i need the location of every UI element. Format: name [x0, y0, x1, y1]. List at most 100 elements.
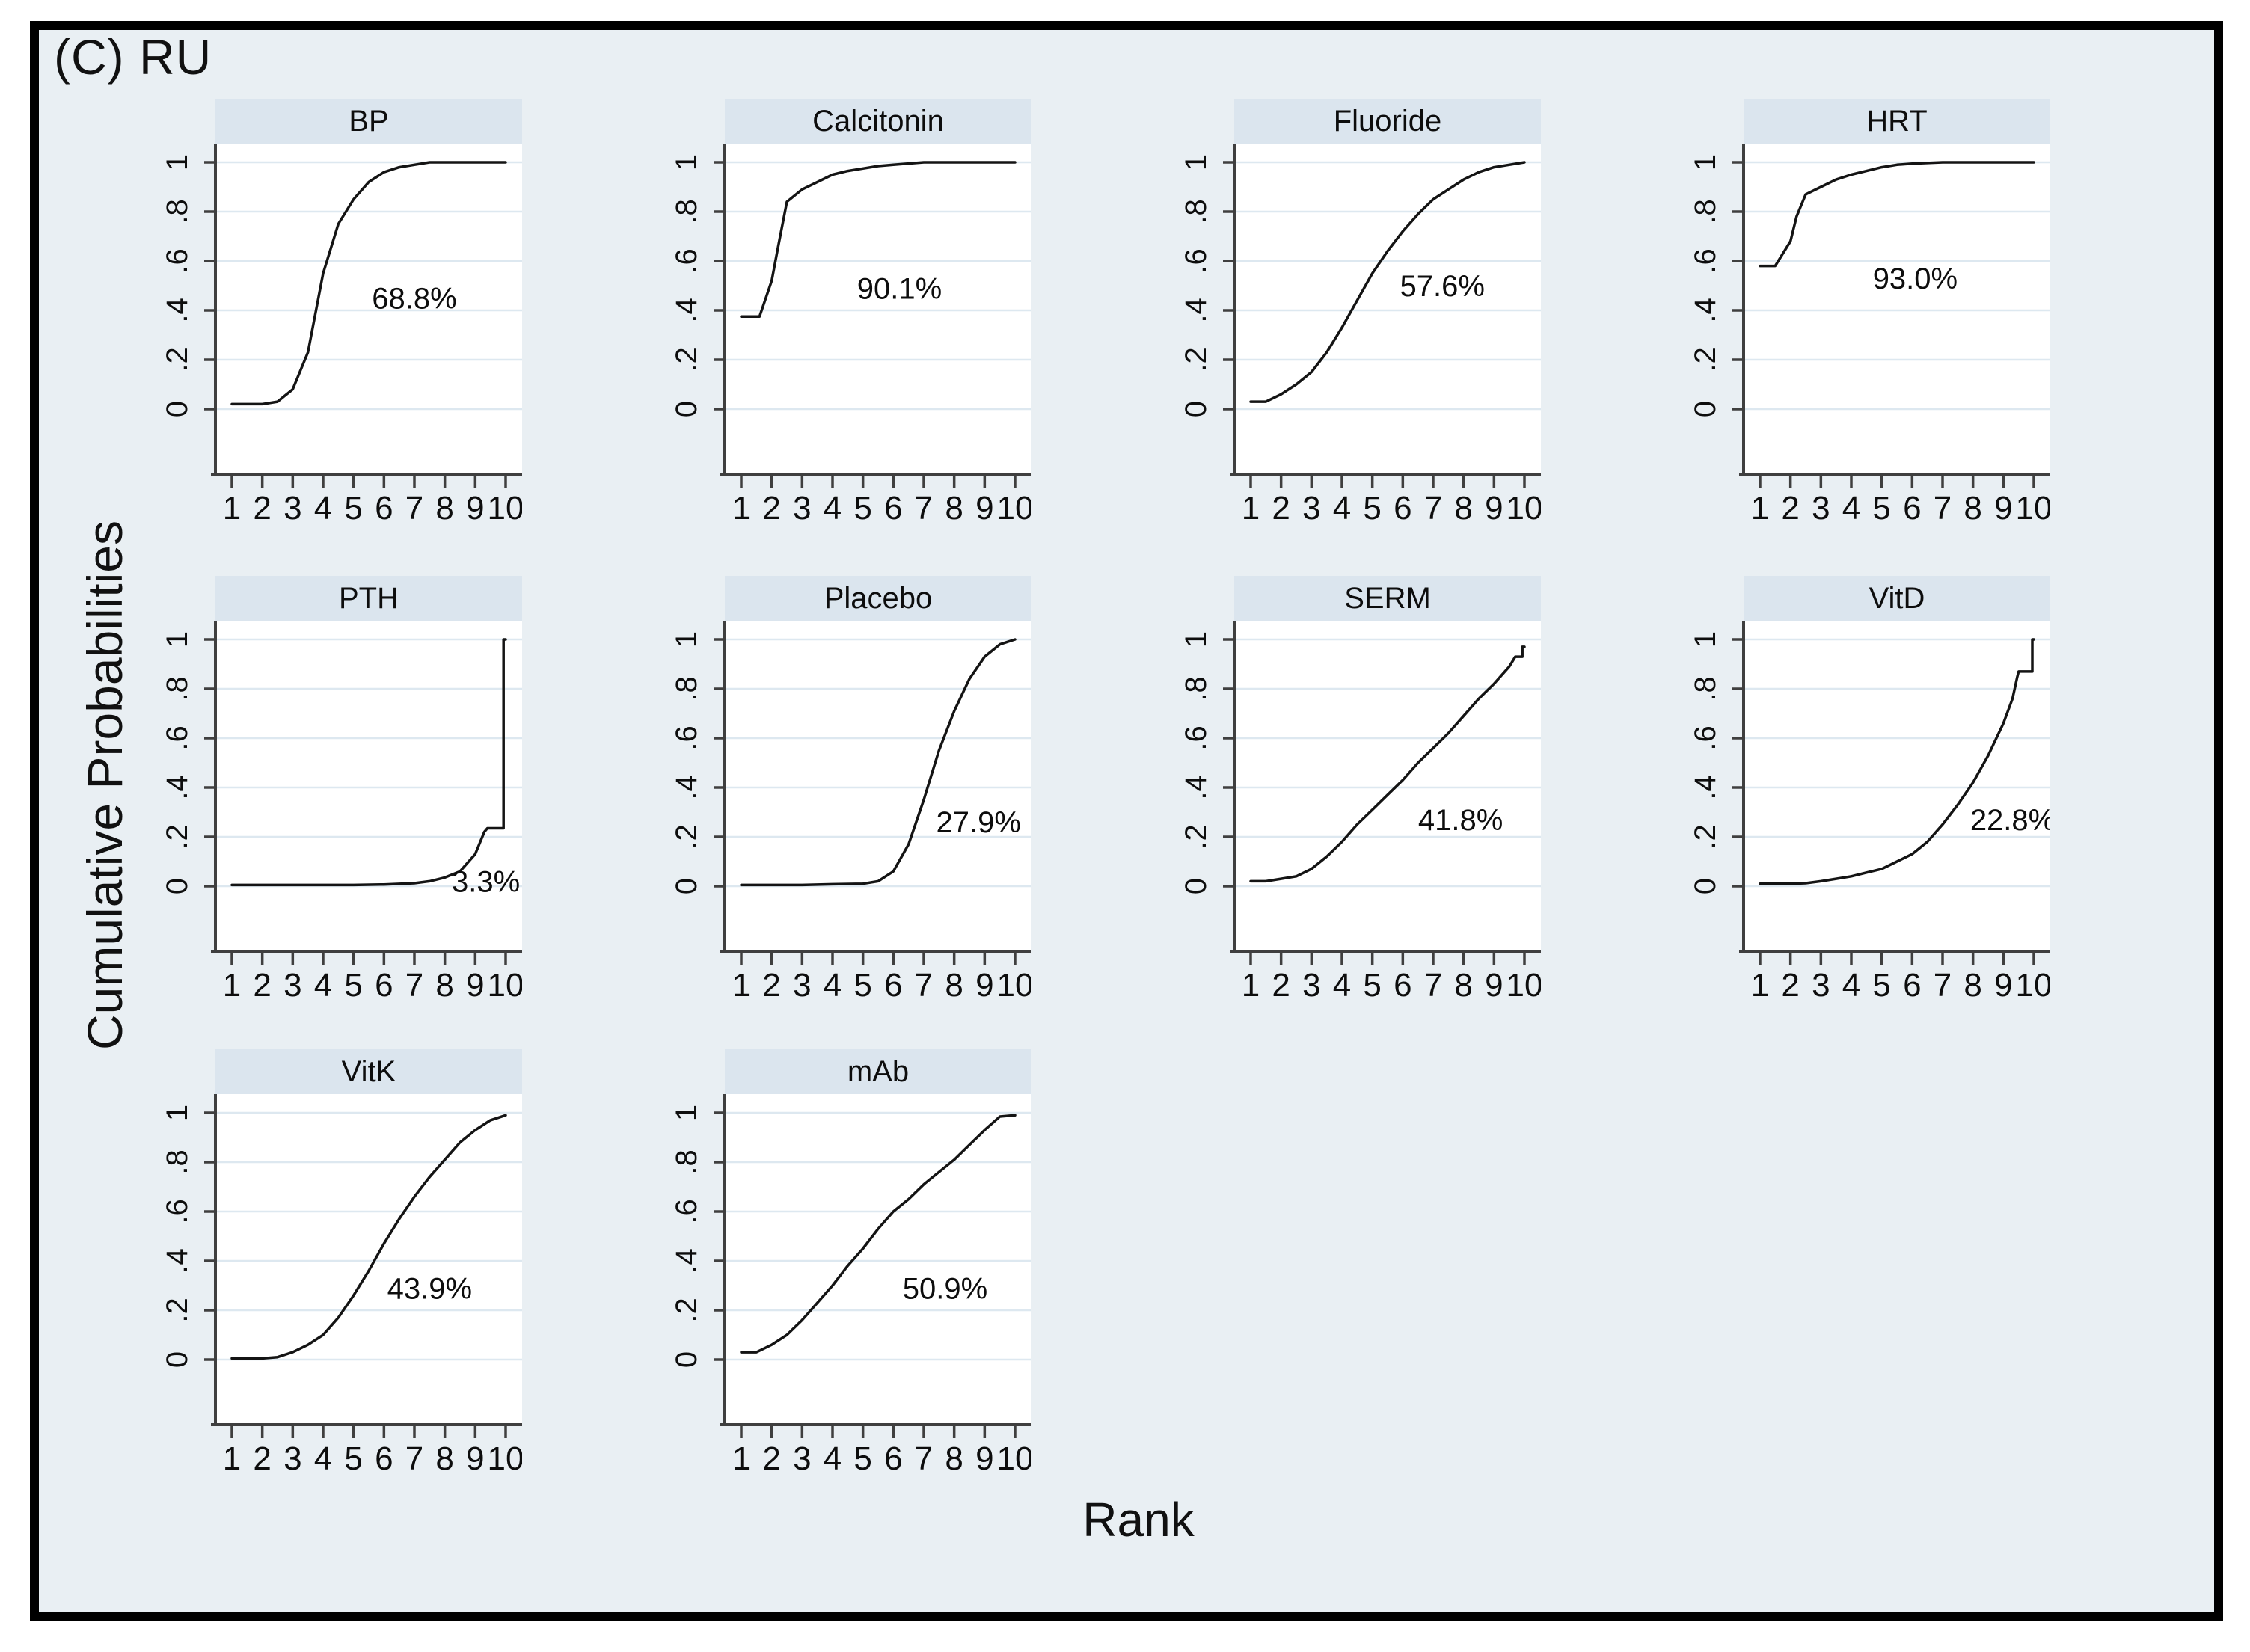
x-tick-label: 6: [1903, 967, 1921, 1004]
x-tick-label: 1: [223, 490, 241, 526]
x-tick-label: 1: [223, 967, 241, 1004]
x-tick-label: 9: [1994, 490, 2012, 526]
y-tick-label: .4: [670, 775, 703, 799]
x-tick-label: 2: [762, 490, 780, 526]
y-tick-label: .8: [161, 199, 194, 224]
x-tick-label: 6: [375, 490, 393, 526]
x-tick-label: 2: [762, 967, 780, 1004]
x-tick-label: 7: [405, 1440, 423, 1477]
x-tick-label: 10: [488, 967, 522, 1004]
x-tick-label: 3: [283, 1440, 301, 1477]
x-tick-label: 9: [1485, 490, 1503, 526]
y-tick-label: .8: [670, 1149, 703, 1174]
x-tick-label: 4: [314, 1440, 332, 1477]
panel-title: SERM: [1344, 581, 1431, 615]
y-tick-label: .4: [161, 775, 194, 799]
y-tick-label: .6: [161, 1199, 194, 1223]
panel-title-bar: Fluoride: [1234, 99, 1541, 144]
y-tick-label: 0: [1689, 878, 1722, 894]
x-tick-label: 10: [997, 1440, 1031, 1477]
sucra-value-label: 43.9%: [387, 1272, 472, 1305]
y-tick-label: .2: [161, 1298, 194, 1322]
panel-title: Fluoride: [1333, 104, 1442, 138]
x-tick-label: 7: [1424, 967, 1442, 1004]
sucra-value-label: 68.8%: [372, 283, 456, 316]
x-tick-label: 4: [824, 490, 842, 526]
y-tick-label: 0: [670, 878, 703, 894]
y-tick-label: .8: [161, 1149, 194, 1174]
x-tick-label: 8: [945, 490, 963, 526]
panel-title-bar: SERM: [1234, 576, 1541, 621]
plot-background: [215, 621, 522, 950]
x-tick-label: 10: [1506, 967, 1541, 1004]
sucra-value-label: 57.6%: [1400, 270, 1484, 303]
x-tick-label: 10: [997, 967, 1031, 1004]
y-tick-label: 0: [670, 1351, 703, 1368]
x-tick-label: 3: [793, 490, 811, 526]
x-tick-label: 9: [1485, 967, 1503, 1004]
x-tick-label: 5: [344, 967, 362, 1004]
cumulative-probability-curve: [230, 1114, 507, 1360]
cumulative-probability-curve: [1759, 638, 2035, 885]
y-tick-label: .4: [161, 298, 194, 322]
y-tick-label: 0: [161, 401, 194, 417]
x-tick-label: 1: [223, 1440, 241, 1477]
plot-background: [1234, 144, 1541, 473]
figure-title: (C) RU: [54, 29, 212, 85]
x-tick-label: 9: [1994, 967, 2012, 1004]
cumulative-probability-curve: [230, 161, 507, 406]
x-tick-label: 10: [488, 1440, 522, 1477]
y-tick-label: .6: [670, 248, 703, 273]
x-tick-label: 10: [1506, 490, 1541, 526]
x-tick-label: 8: [945, 1440, 963, 1477]
x-tick-label: 8: [1964, 967, 1981, 1004]
y-tick-label: .8: [1180, 676, 1213, 701]
panel-title-bar: Placebo: [725, 576, 1031, 621]
y-tick-label: 0: [1689, 401, 1722, 417]
plot-background: [725, 621, 1031, 950]
panel-title: HRT: [1866, 104, 1928, 138]
y-tick-label: .6: [1180, 248, 1213, 273]
sucra-value-label: 93.0%: [1873, 262, 1958, 295]
x-tick-label: 8: [435, 1440, 453, 1477]
y-tick-label: 0: [670, 401, 703, 417]
x-tick-label: 3: [283, 967, 301, 1004]
plot-background: [1744, 621, 2050, 950]
y-tick-label: .4: [1180, 775, 1213, 799]
panel-title-bar: VitK: [215, 1049, 522, 1094]
x-tick-label: 8: [1454, 490, 1472, 526]
sucra-value-label: 50.9%: [903, 1272, 987, 1305]
panel-title: PTH: [339, 581, 399, 615]
y-tick-label: 1: [161, 1105, 194, 1121]
x-tick-label: 1: [1242, 967, 1260, 1004]
cumulative-probability-curve: [1249, 645, 1526, 883]
x-tick-label: 5: [1363, 967, 1381, 1004]
y-tick-label: 1: [670, 631, 703, 648]
x-tick-label: 10: [488, 490, 522, 526]
y-tick-label: 0: [161, 1351, 194, 1368]
y-tick-label: .2: [161, 824, 194, 849]
x-tick-label: 10: [2016, 490, 2050, 526]
panel-BP: BP 0.2.4.6.8 1 1 2 3 4 5 6 7 8 9 10 68.8%: [159, 99, 522, 529]
y-tick-label: 1: [670, 1105, 703, 1121]
y-tick-label: .4: [1689, 775, 1722, 799]
x-tick-label: 4: [314, 490, 332, 526]
y-tick-label: .8: [1689, 676, 1722, 701]
panel-title: VitD: [1869, 581, 1925, 615]
panel-Fluoride: Fluoride 0.2.4.6.8 1 1 2 3 4 5 6 7 8 9 10 57.6%: [1178, 99, 1541, 529]
x-tick-label: 5: [1872, 967, 1890, 1004]
x-tick-label: 4: [314, 967, 332, 1004]
panel-SERM: SERM 0.2.4.6.8 1 1 2 3 4 5 6 7 8 9 10 41.8%: [1178, 576, 1541, 1006]
panel-Placebo: Placebo 0.2.4.6.8 1 1 2 3 4 5 6 7 8 9 10 27.9%: [669, 576, 1031, 1006]
x-tick-label: 10: [997, 490, 1031, 526]
panel-title-bar: VitD: [1744, 576, 2050, 621]
panel-plot-svg: 0.2.4.6.811 2 3 4 5 6 7 8 9 103.3%: [161, 621, 522, 1004]
plot-background: [725, 144, 1031, 473]
x-tick-label: 4: [824, 967, 842, 1004]
y-tick-label: .2: [670, 347, 703, 372]
y-tick-label: .6: [161, 725, 194, 750]
x-tick-label: 7: [915, 490, 933, 526]
